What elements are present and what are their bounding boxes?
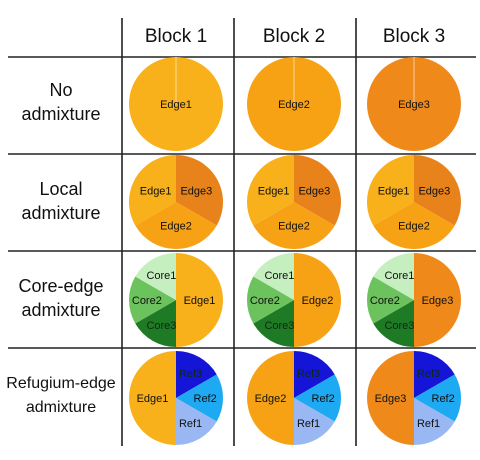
pie-slice-label: Edge2 <box>278 221 310 233</box>
pie-chart: Edge1 <box>129 57 223 151</box>
pie-slice <box>129 351 176 445</box>
row-label-line: Core-edge <box>18 276 104 296</box>
pie-chart: Edge1 Edge3 Edge2 <box>366 154 461 249</box>
pie-slice <box>414 398 455 445</box>
pie-slice <box>367 351 414 445</box>
pie-slice <box>414 155 461 226</box>
row-label-line: admixture <box>21 300 101 320</box>
pie-slice-label: Edge1 <box>160 99 192 111</box>
pie-slice <box>176 374 224 422</box>
row-header-refugium-edge-admixture: Refugium-edge admixture <box>0 372 122 420</box>
pie-slice-label: Edge2 <box>302 295 334 307</box>
pie-slice <box>176 155 223 226</box>
pie-slice-label: Core2 <box>132 295 162 307</box>
pie-slice <box>135 300 176 347</box>
column-header-block-1: Block 1 <box>144 26 208 47</box>
pie-slice-label: Edge3 <box>180 185 212 197</box>
pie-slice <box>414 351 455 398</box>
pie-slice <box>294 398 335 445</box>
pie-slice-label: Ref2 <box>194 393 217 405</box>
pie-slice-label: Edge2 <box>398 221 430 233</box>
pie-slice-label: Core1 <box>146 270 176 282</box>
pie-slice-label: Edge2 <box>160 221 192 233</box>
pie-slice-label: Edge3 <box>298 185 330 197</box>
pie-slice-label: Ref1 <box>179 418 202 430</box>
row-label-line: admixture <box>21 104 101 124</box>
pie-slice-label: Edge1 <box>184 295 216 307</box>
row-label-line: admixture <box>25 399 97 416</box>
row-label-line: No <box>49 80 73 100</box>
pie-slice-label: Edge3 <box>375 393 407 405</box>
pie-slice-label: Ref1 <box>297 418 320 430</box>
pie-slice-label: Edge3 <box>422 295 454 307</box>
pie-slice-label: Edge3 <box>418 185 450 197</box>
pie-slice-label: Ref2 <box>432 393 455 405</box>
pie-slice-label: Edge1 <box>137 393 169 405</box>
pie-slice <box>128 154 176 226</box>
row-header-local-admixture: Local admixture <box>0 177 122 225</box>
pie-slice-label: Edge1 <box>378 185 410 197</box>
pie-slice <box>135 253 176 300</box>
row-header-no-admixture: No admixture <box>0 78 122 126</box>
pie-slice-label: Core2 <box>370 295 400 307</box>
pie-chart: Edge1 Edge3 Edge2 <box>246 154 341 249</box>
pie-slice <box>176 351 217 398</box>
pie-slice <box>253 253 294 300</box>
pie-slice <box>373 202 455 249</box>
pie-slice <box>246 154 294 226</box>
row-label-line: Refugium-edge <box>6 375 116 392</box>
pie-slice <box>253 300 294 347</box>
pie-slice <box>294 253 341 347</box>
pie-slice <box>414 253 461 347</box>
pie-slice <box>176 398 217 445</box>
pie-slice <box>367 276 414 324</box>
pie-slice <box>176 253 223 347</box>
pie-slice-label: Core3 <box>264 320 294 332</box>
pie-slice-label: Edge2 <box>278 99 310 111</box>
pie-slice-label: Edge1 <box>258 185 290 197</box>
column-header-block-3: Block 3 <box>382 26 446 47</box>
pie-slice <box>294 374 341 422</box>
row-label-line: Local <box>39 179 83 199</box>
pie-chart: Edge1 Edge3 Edge2 <box>128 154 223 250</box>
pie-slice-label: Core2 <box>250 295 280 307</box>
pie-chart: Edge3 Core3 Core2 Core1 <box>367 253 461 347</box>
pie-slice-label: Core3 <box>146 320 176 332</box>
pie-slice <box>135 202 217 250</box>
pie-slice-label: Ref2 <box>312 393 335 405</box>
pie-slice-label: Ref1 <box>417 418 440 430</box>
pie-slice <box>247 351 294 445</box>
pie-slice <box>294 155 341 226</box>
pie-slice-label: Core3 <box>384 320 414 332</box>
pie-slice <box>253 202 335 249</box>
pie-slice-label: Ref3 <box>417 368 440 380</box>
pie-slice <box>366 154 414 226</box>
pie-slice <box>414 374 461 422</box>
pie-slice <box>373 253 414 300</box>
pie-chart: Edge3 <box>367 57 461 151</box>
pie-slice <box>373 300 414 347</box>
pie-slice <box>246 276 294 324</box>
pie-chart: Edge2 Ref3 Ref2 Ref1 <box>247 351 341 445</box>
pie-slice <box>294 351 335 398</box>
column-header-block-2: Block 2 <box>262 26 326 47</box>
pie-chart: Edge1 Core3 Core2 Core1 <box>129 253 223 347</box>
pie-slice <box>129 276 176 324</box>
pie-slice-label: Edge3 <box>398 99 430 111</box>
pie-chart: Edge2 Core3 Core2 Core1 <box>246 253 341 347</box>
pie-slice-label: Ref3 <box>297 368 320 380</box>
pie-slice-label: Ref3 <box>179 368 202 380</box>
row-header-core-edge-admixture: Core-edge admixture <box>0 274 122 322</box>
pie-chart: Edge1 Ref3 Ref2 Ref1 <box>129 351 224 445</box>
row-label-line: admixture <box>21 203 101 223</box>
pie-chart: Edge2 <box>247 57 341 151</box>
pie-slice-label: Core1 <box>264 270 294 282</box>
pie-slice-label: Core1 <box>384 270 414 282</box>
pie-slice-label: Edge2 <box>255 393 287 405</box>
pie-chart: Edge3 Ref3 Ref2 Ref1 <box>367 351 461 445</box>
pie-slice-label: Edge1 <box>140 185 172 197</box>
